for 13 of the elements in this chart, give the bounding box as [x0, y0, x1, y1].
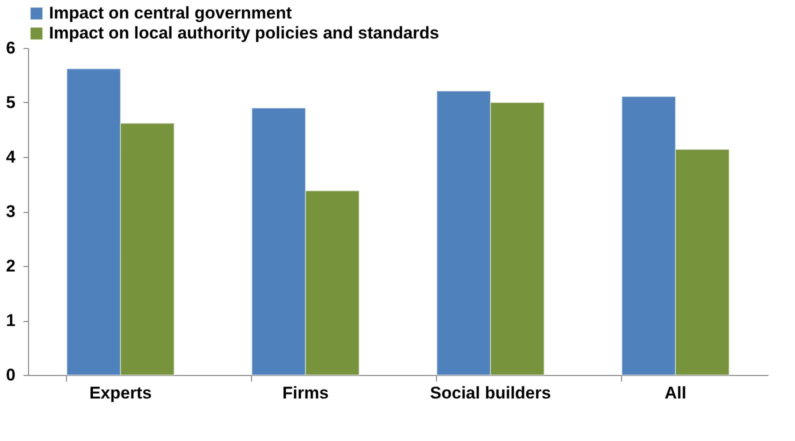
y-tick-label: 6 — [6, 38, 16, 58]
x-tick-label: Social builders — [430, 384, 551, 402]
legend-label: Impact on local authority policies and standards — [49, 24, 440, 42]
y-tick-label: 3 — [6, 202, 16, 221]
x-tick-label: Experts — [89, 384, 152, 402]
y-tick-label: 5 — [6, 93, 16, 112]
y-tick-label: 2 — [6, 256, 16, 276]
x-tick-label: Firms — [282, 384, 329, 402]
x-tick-label: All — [664, 384, 686, 402]
y-tick-label: 0 — [6, 366, 16, 384]
y-tick-label: 1 — [6, 311, 16, 330]
legend-label: Impact on central government — [49, 4, 292, 22]
y-tick-label: 4 — [6, 148, 16, 166]
